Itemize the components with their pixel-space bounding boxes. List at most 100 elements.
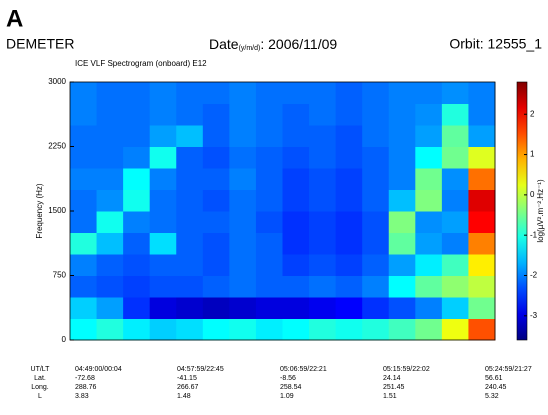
cell — [255, 254, 283, 276]
cell — [202, 275, 230, 298]
cell — [388, 125, 416, 147]
date-format: (y/m/d) — [239, 45, 261, 52]
cell — [335, 146, 363, 169]
cell — [282, 189, 310, 212]
row-label: Lat. — [34, 375, 46, 382]
cell — [176, 297, 204, 319]
cell — [229, 168, 257, 190]
cell — [415, 168, 443, 190]
cell — [362, 275, 390, 298]
cell — [202, 103, 230, 126]
y-tick-label: 0 — [62, 335, 67, 344]
cell — [149, 318, 177, 341]
cell — [255, 103, 283, 126]
cell — [388, 103, 416, 126]
cell — [149, 297, 177, 319]
cell — [229, 211, 257, 233]
cell — [123, 232, 151, 255]
date-value: : 2006/11/09 — [260, 36, 337, 52]
cell — [176, 82, 204, 104]
cell — [309, 232, 337, 255]
cell — [176, 146, 204, 169]
colorbar-tick-label: -2 — [530, 271, 538, 280]
cell — [255, 146, 283, 169]
cell — [96, 297, 124, 319]
cell — [309, 168, 337, 190]
cell — [362, 125, 390, 147]
cell — [96, 146, 124, 169]
cell — [282, 168, 310, 190]
cell — [96, 82, 124, 104]
cell — [202, 318, 230, 341]
cell — [282, 211, 310, 233]
cell — [176, 254, 204, 276]
cell — [468, 232, 496, 255]
cell — [70, 189, 98, 212]
cell — [96, 168, 124, 190]
cell — [441, 254, 469, 276]
cell — [282, 318, 310, 341]
date: Date(y/m/d): 2006/11/09 — [209, 36, 337, 52]
table-cell: 24.14 — [383, 375, 401, 382]
colorbar — [516, 81, 528, 341]
cell — [362, 82, 390, 104]
cell — [176, 103, 204, 126]
cell — [96, 211, 124, 233]
cell — [362, 254, 390, 276]
cell — [149, 254, 177, 276]
date-label: Date — [209, 36, 239, 52]
colorbar-tick-label: 2 — [530, 109, 535, 118]
cell — [255, 189, 283, 212]
colorbar-tick-label: 0 — [530, 190, 535, 199]
cell — [123, 254, 151, 276]
cell — [468, 103, 496, 126]
cell — [468, 211, 496, 233]
mission: DEMETER — [6, 36, 74, 52]
cell — [70, 275, 98, 298]
cell — [70, 297, 98, 319]
cell — [282, 297, 310, 319]
cell — [70, 254, 98, 276]
cell — [96, 232, 124, 255]
cell — [468, 318, 496, 341]
cell — [415, 232, 443, 255]
y-tick-label: 1500 — [48, 206, 66, 215]
cell — [388, 297, 416, 319]
cell — [149, 125, 177, 147]
cell — [202, 254, 230, 276]
cell — [441, 125, 469, 147]
chart-title: ICE VLF Spectrogram (onboard) E12 — [75, 59, 207, 68]
cell — [335, 211, 363, 233]
cell — [202, 297, 230, 319]
cell — [149, 232, 177, 255]
cell — [96, 275, 124, 298]
cell — [468, 125, 496, 147]
cell — [229, 189, 257, 212]
cell — [441, 211, 469, 233]
cell — [335, 232, 363, 255]
cell — [335, 189, 363, 212]
cell — [335, 168, 363, 190]
cell — [362, 168, 390, 190]
row-label: Long. — [31, 384, 49, 391]
cell — [441, 168, 469, 190]
cell — [123, 103, 151, 126]
colorbar-tick-label: -3 — [530, 311, 538, 320]
table-cell: 251.45 — [383, 384, 405, 391]
cell — [149, 82, 177, 104]
table-cell: 56.61 — [485, 375, 503, 382]
cell — [335, 297, 363, 319]
cell — [309, 318, 337, 341]
cell — [70, 125, 98, 147]
cell — [96, 189, 124, 212]
y-tick-label: 750 — [53, 271, 67, 280]
table-cell: 04:49:00/00:04 — [75, 366, 122, 373]
cell — [149, 211, 177, 233]
cell — [123, 318, 151, 341]
cell — [415, 189, 443, 212]
cell — [176, 125, 204, 147]
cell — [415, 318, 443, 341]
cell — [309, 125, 337, 147]
cell — [255, 297, 283, 319]
cell — [441, 275, 469, 298]
